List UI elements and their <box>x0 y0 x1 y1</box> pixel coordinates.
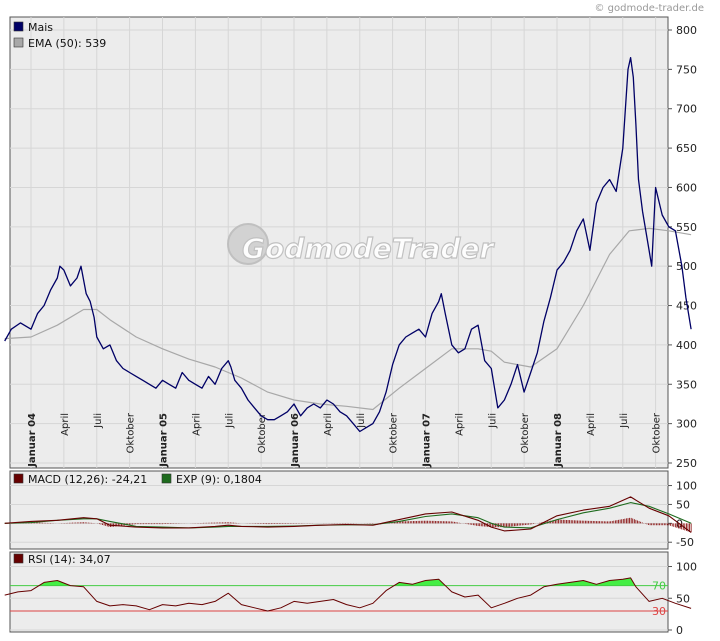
legend-label: EXP (9): 0,1804 <box>176 473 262 486</box>
copyright-label: © godmode-trader.de <box>595 3 705 14</box>
price-x-tick-label: Juli <box>93 413 104 429</box>
macd-y-tick-label: -50 <box>676 536 694 549</box>
price-x-tick-label: Juli <box>487 413 498 429</box>
rsi-level-lines: 70 30 <box>10 580 668 618</box>
macd-panel <box>9 470 669 550</box>
legend-swatch <box>13 553 24 564</box>
rsi-series-group <box>4 577 692 612</box>
price-x-tick-label: Januar 04 <box>27 413 38 468</box>
watermark-text: GodmodeTrader <box>242 232 495 265</box>
price-y-tick-label: 600 <box>676 181 697 194</box>
price-x-tick-label: Juli <box>619 413 630 429</box>
price-line <box>4 56 692 433</box>
price-gridlines <box>10 17 668 468</box>
price-y-tick-label: 550 <box>676 221 697 234</box>
rsi-legend: RSI (14): 34,07 <box>13 553 111 566</box>
price-x-tick-label: Oktober <box>652 412 663 453</box>
price-y-tick-label: 300 <box>676 418 697 431</box>
rsi-y-axis: 0 50 100 <box>668 561 697 637</box>
rsi-y-tick-label: 50 <box>676 592 690 605</box>
legend-swatch <box>13 473 24 484</box>
price-x-tick-label: Januar 08 <box>553 413 564 468</box>
watermark: GodmodeTrader <box>227 223 496 266</box>
price-x-tick-label: Oktober <box>126 412 137 453</box>
price-y-tick-label: 500 <box>676 260 697 273</box>
price-legend: Mais EMA (50): 539 <box>13 21 106 50</box>
price-panel <box>9 16 669 469</box>
rsi-line <box>4 577 692 612</box>
legend-label: EMA (50): 539 <box>28 37 106 50</box>
price-x-tick-label: Juli <box>224 413 235 429</box>
macd-y-tick-label: 50 <box>676 498 690 511</box>
price-y-tick-label: 350 <box>676 378 697 391</box>
price-x-tick-label: April <box>191 413 202 436</box>
price-x-tick-label: Oktober <box>257 412 268 453</box>
legend-label: MACD (12,26): -24,21 <box>28 473 147 486</box>
rsi-y-tick-label: 0 <box>676 624 683 637</box>
rsi-y-tick-label: 100 <box>676 561 697 574</box>
price-y-tick-label: 800 <box>676 24 697 37</box>
legend-swatch <box>161 473 172 484</box>
rsi-overbought-area <box>40 580 70 586</box>
price-x-tick-label: Oktober <box>520 412 531 453</box>
price-x-tick-label: Juli <box>356 413 367 429</box>
price-x-tick-label: Januar 05 <box>159 413 170 468</box>
price-x-tick-label: April <box>60 413 71 436</box>
price-series-group <box>4 56 692 433</box>
price-x-tick-label: Oktober <box>389 412 400 453</box>
macd-series-group <box>4 496 692 533</box>
rsi-gridlines <box>10 566 668 631</box>
price-y-tick-label: 650 <box>676 142 697 155</box>
price-y-tick-label: 450 <box>676 300 697 313</box>
rsi-panel <box>9 551 669 633</box>
ema-line <box>4 227 692 411</box>
price-y-tick-label: 750 <box>676 63 697 76</box>
rsi-level-label: 70 <box>652 580 666 593</box>
macd-legend: MACD (12,26): -24,21 EXP (9): 0,1804 <box>13 473 262 486</box>
price-x-tick-label: April <box>586 413 597 436</box>
watermark-logo-icon <box>227 223 269 265</box>
legend-label: RSI (14): 34,07 <box>28 553 111 566</box>
macd-y-tick-label: 100 <box>676 480 697 493</box>
legend-swatch <box>13 21 24 32</box>
rsi-level-label: 30 <box>652 605 666 618</box>
rsi-overbought-area <box>551 577 635 586</box>
legend-label: Mais <box>28 21 53 34</box>
legend-swatch <box>13 37 24 48</box>
macd-line <box>4 496 692 533</box>
price-y-tick-label: 400 <box>676 339 697 352</box>
price-y-axis: 250 300 350 400 450 500 550 600 650 700 750 800 <box>668 24 697 470</box>
price-x-tick-label: April <box>323 413 334 436</box>
price-y-tick-label: 250 <box>676 457 697 470</box>
price-x-axis: Januar 04 April Juli Oktober Januar 05 April J… <box>27 412 663 468</box>
price-y-tick-label: 700 <box>676 103 697 116</box>
price-x-tick-label: Januar 07 <box>422 413 433 468</box>
price-x-tick-label: April <box>454 413 465 436</box>
price-x-tick-label: Januar 06 <box>290 413 301 468</box>
